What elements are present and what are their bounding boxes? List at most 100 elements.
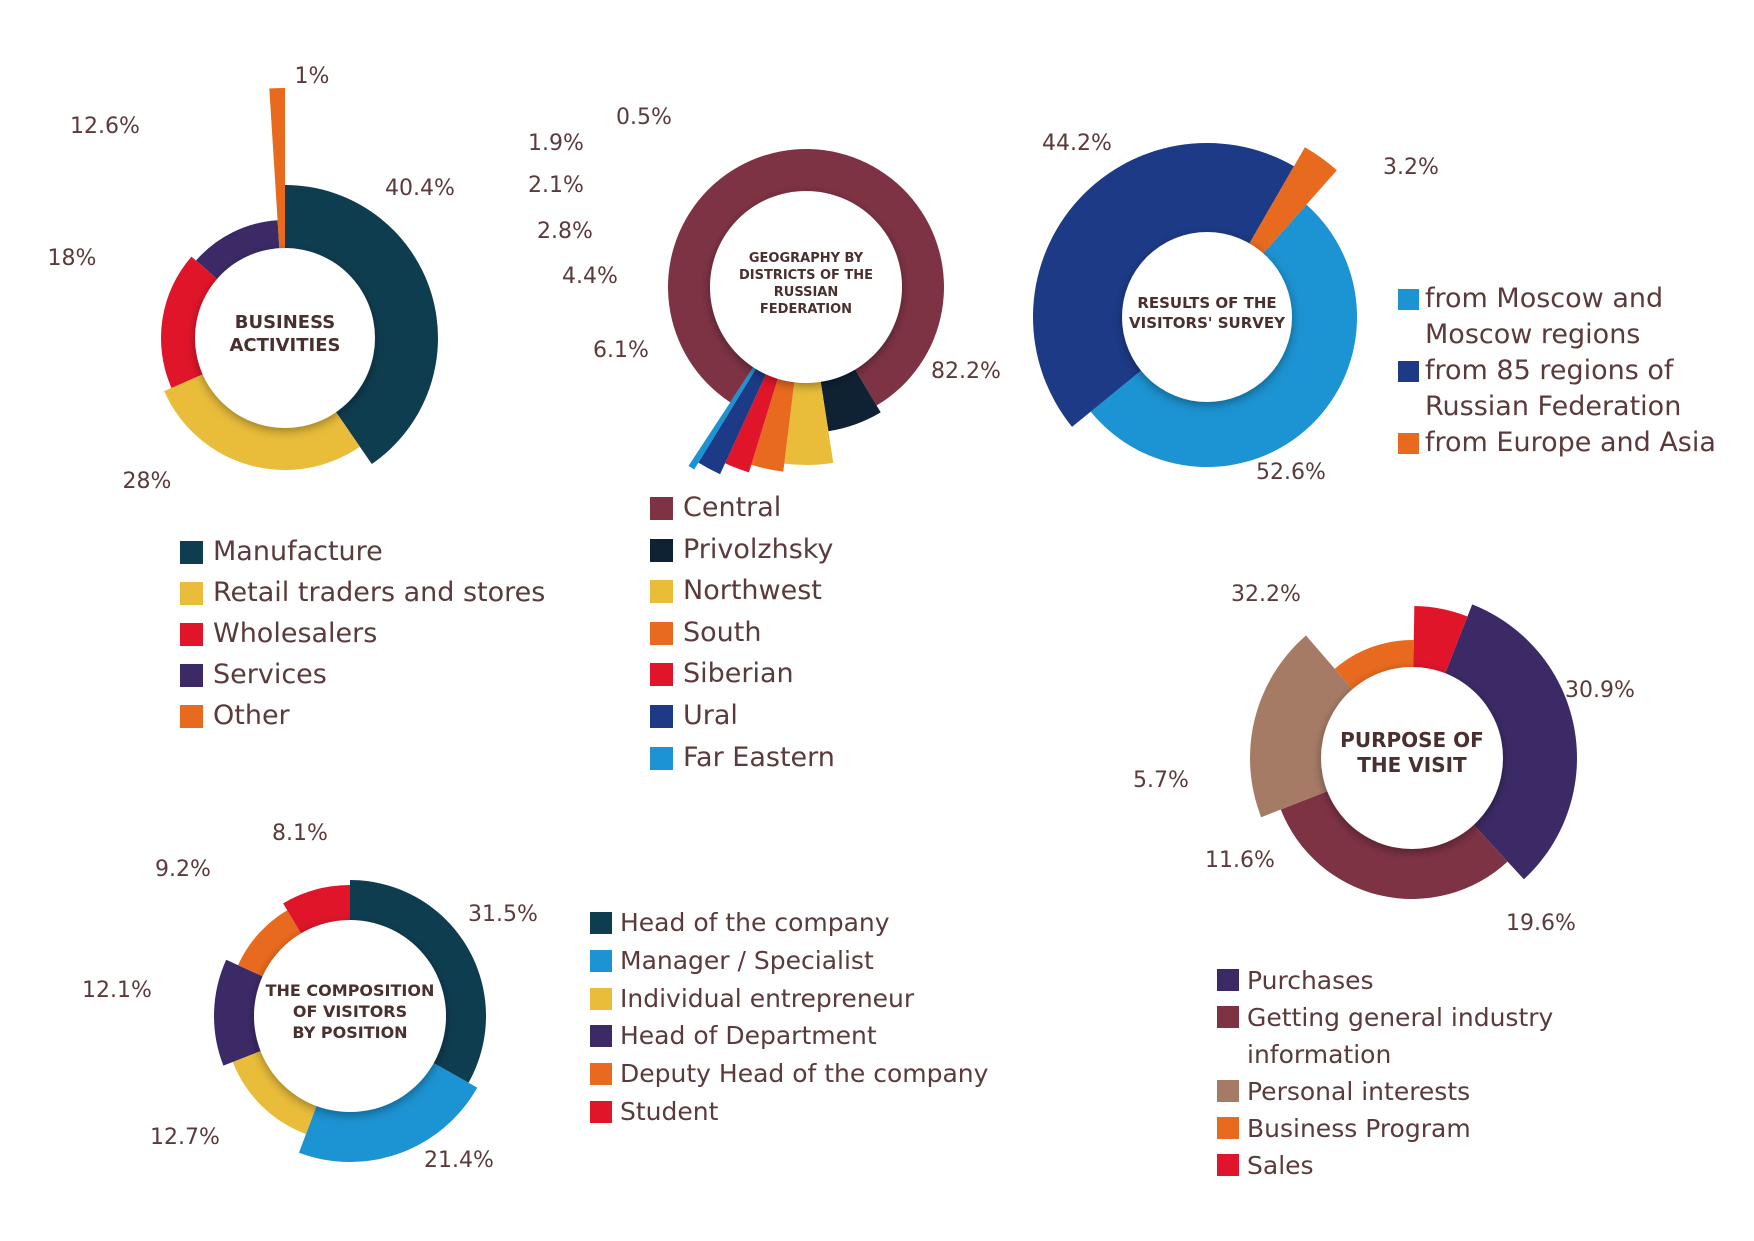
legend-item-survey-2: from Europe and Asia: [1398, 425, 1728, 461]
legend-label-survey-1: from 85 regions of Russian Federation: [1425, 355, 1682, 422]
legend-label-geo-3: South: [683, 616, 762, 648]
legend-item-geo-1: Privolzhsky: [650, 534, 835, 576]
legend-label-geo-5: Ural: [683, 699, 738, 731]
legend-label-geo-6: Far Eastern: [683, 741, 835, 773]
legend-swatch-position-2: [590, 987, 612, 1010]
slice-business-0: [285, 185, 438, 464]
value-label-purpose-4: 5.7%: [1133, 768, 1189, 793]
chart-title-business: BUSINESS ACTIVITIES: [230, 312, 341, 356]
legend-item-position-3: Head of Department: [590, 1021, 988, 1059]
slice-business-3: [196, 220, 280, 281]
chart-title-position: THE COMPOSITION OF VISITORS BY POSITION: [266, 981, 435, 1042]
legend-swatch-business-3: [180, 664, 203, 687]
value-label-business-0: 40.4%: [385, 176, 455, 201]
value-label-purpose-2: 19.6%: [1506, 911, 1576, 936]
legend-geo: Central Privolzhsky Northwest South Siberian…: [650, 492, 835, 783]
center-disc-purpose: [1321, 667, 1503, 849]
value-label-geo-4: 2.1%: [528, 173, 584, 198]
slice-purpose-2: [1249, 635, 1354, 818]
slice-purpose-3: [1334, 639, 1414, 691]
legend-label-purpose-0: Purchases: [1247, 966, 1374, 995]
legend-item-position-0: Head of the company: [590, 908, 988, 946]
slice-geo-5: [698, 367, 767, 475]
slice-business-2: [160, 256, 219, 388]
slice-geo-4: [725, 372, 779, 473]
legend-item-geo-2: Northwest: [650, 575, 835, 617]
slice-purpose-4: [1413, 606, 1468, 676]
chart-title-geo: GEOGRAPHY BY DISTRICTS OF THE RUSSIAN FEDER…: [739, 251, 873, 317]
legend-swatch-survey-1: [1398, 361, 1419, 382]
legend-swatch-purpose-0: [1217, 969, 1239, 991]
chart-business: BUSINESS ACTIVITIES 40.4% 28% 18% 12.6% 1%: [48, 64, 455, 494]
legend-label-business-3: Services: [213, 659, 327, 690]
legend-label-purpose-4: Sales: [1247, 1151, 1314, 1180]
center-disc-business: [195, 248, 375, 428]
value-label-purpose-1: 30.9%: [1565, 678, 1635, 703]
legend-swatch-purpose-4: [1217, 1154, 1239, 1176]
value-label-business-2: 18%: [48, 246, 97, 271]
legend-label-position-1: Manager / Specialist: [620, 945, 874, 975]
legend-label-geo-1: Privolzhsky: [683, 533, 834, 565]
legend-label-position-0: Head of the company: [620, 908, 890, 937]
legend-swatch-survey-0: [1398, 289, 1419, 310]
legend-swatch-purpose-3: [1217, 1117, 1239, 1139]
legend-swatch-purpose-2: [1217, 1080, 1239, 1102]
slice-geo-6: [688, 365, 757, 470]
slice-business-1: [164, 373, 360, 471]
chart-position: THE COMPOSITION OF VISITORS BY POSITION 31.…: [82, 821, 538, 1173]
legend-swatch-geo-3: [650, 621, 673, 645]
legend-label-position-2: Individual entrepreneur: [620, 983, 915, 1013]
legend-swatch-geo-6: [650, 746, 673, 770]
legend-label-purpose-1: Getting general industry information: [1247, 1003, 1554, 1069]
legend-swatch-position-1: [590, 949, 612, 972]
legend-swatch-position-5: [590, 1100, 612, 1123]
value-label-position-1: 21.4%: [424, 1148, 494, 1173]
legend-label-geo-2: Northwest: [683, 575, 822, 607]
slice-geo-2: [784, 379, 834, 466]
legend-swatch-geo-2: [650, 580, 673, 604]
slice-geo-3: [751, 376, 795, 472]
center-disc-position: [254, 920, 446, 1112]
legend-item-purpose-0: Purchases: [1217, 962, 1587, 999]
legend-item-business-0: Manufacture: [180, 536, 545, 577]
center-disc-survey: [1122, 232, 1292, 402]
slice-geo-1: [820, 367, 881, 432]
legend-position: Head of the company Manager / Specialist I…: [590, 908, 988, 1135]
value-label-geo-1: 6.1%: [593, 338, 649, 363]
value-label-survey-0: 52.6%: [1256, 460, 1326, 485]
slice-position-0: [350, 880, 486, 1083]
legend-item-survey-1: from 85 regions of Russian Federation: [1398, 353, 1728, 425]
legend-item-geo-4: Siberian: [650, 658, 835, 700]
legend-business: Manufacture Retail traders and stores Whol…: [180, 536, 545, 741]
legend-item-purpose-4: Sales: [1217, 1147, 1587, 1184]
legend-label-business-0: Manufacture: [213, 536, 383, 567]
chart-survey: RESULTS OF THE VISITORS' SURVEY 52.6% 44.2%…: [1032, 131, 1439, 485]
slice-position-3: [214, 959, 265, 1066]
legend-item-purpose-3: Business Program: [1217, 1110, 1587, 1147]
legend-label-survey-0: from Moscow and Moscow regions: [1425, 283, 1664, 350]
legend-label-purpose-3: Business Program: [1247, 1114, 1471, 1143]
legend-swatch-business-2: [180, 623, 203, 646]
value-label-position-0: 31.5%: [468, 902, 538, 927]
legend-swatch-geo-5: [650, 704, 673, 728]
value-label-position-4: 9.2%: [155, 857, 211, 882]
legend-item-purpose-1: Getting general industry information: [1217, 999, 1587, 1073]
slice-purpose-0: [1444, 604, 1577, 880]
slice-survey-2: [1248, 147, 1337, 255]
value-label-business-3: 12.6%: [70, 114, 140, 139]
slice-position-4: [238, 910, 303, 978]
legend-item-geo-0: Central: [650, 492, 835, 534]
value-label-geo-5: 1.9%: [528, 131, 584, 156]
legend-swatch-survey-2: [1398, 433, 1419, 454]
center-disc-geo: [710, 191, 902, 383]
legend-item-business-4: Other: [180, 700, 545, 741]
slice-business-4: [269, 87, 285, 251]
value-label-geo-2: 4.4%: [562, 264, 618, 289]
value-label-survey-2: 3.2%: [1383, 155, 1439, 180]
legend-swatch-purpose-1: [1217, 1006, 1239, 1028]
slice-position-1: [298, 1062, 478, 1163]
legend-swatch-geo-1: [650, 538, 673, 562]
legend-item-business-3: Services: [180, 659, 545, 700]
legend-swatch-business-1: [180, 582, 203, 605]
